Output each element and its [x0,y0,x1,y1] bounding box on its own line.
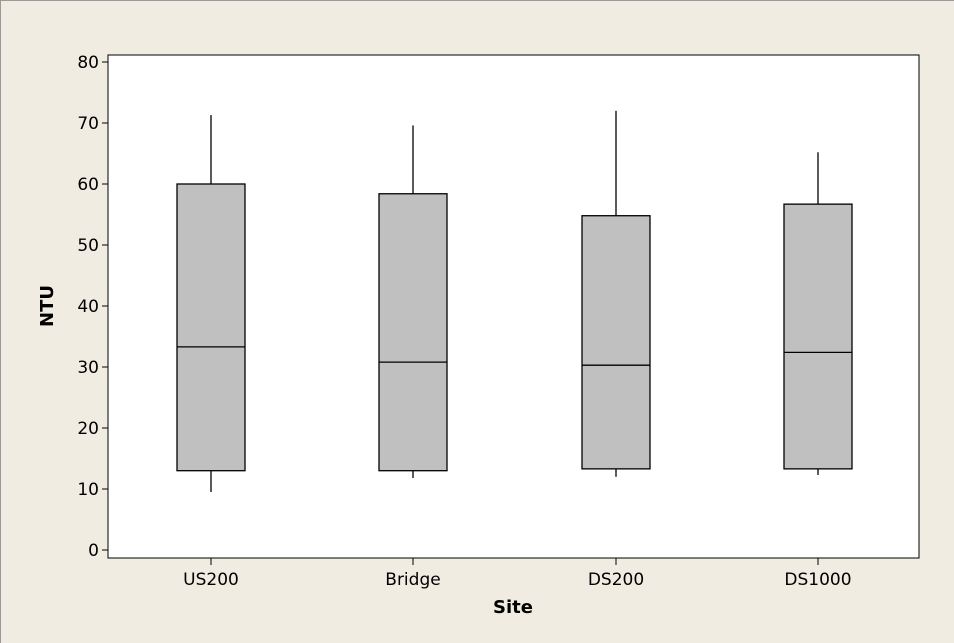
y-axis: 0 10 20 30 40 50 60 70 80 [77,53,108,561]
x-tick-label: DS200 [588,570,644,590]
x-tick-label: US200 [183,570,239,590]
box-ds200 [581,110,651,477]
box-us200 [176,115,246,493]
iqr-box [783,203,853,470]
y-tick-label: 10 [77,480,99,500]
iqr-box [176,183,246,472]
box-bridge [378,125,448,479]
x-tick-label: DS1000 [784,570,851,590]
y-tick-label: 40 [77,297,99,317]
box-ds1000 [783,152,853,475]
y-axis-title: NTU [37,285,58,327]
x-axis: US200 Bridge DS200 DS1000 [183,558,852,590]
boxes [176,110,853,493]
y-tick-label: 0 [88,541,99,561]
y-tick-label: 50 [77,236,99,256]
y-tick-label: 80 [77,53,99,73]
y-tick-label: 30 [77,358,99,378]
iqr-box [581,215,651,470]
y-tick-label: 60 [77,175,99,195]
y-tick-label: 20 [77,419,99,439]
x-tick-label: Bridge [385,570,440,590]
y-tick-label: 70 [77,114,99,134]
iqr-box [378,193,448,472]
x-axis-title: Site [493,597,533,618]
